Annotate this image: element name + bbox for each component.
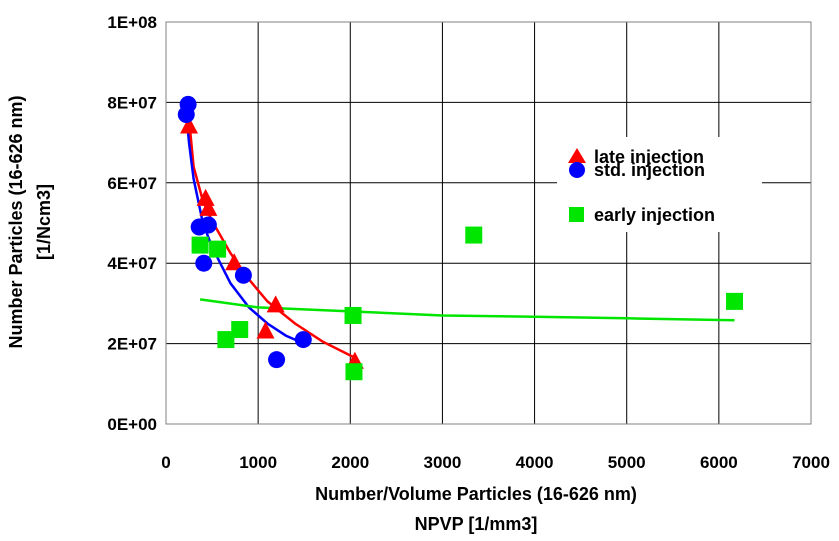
plot-area-frame bbox=[165, 21, 812, 425]
data-point-early-injection bbox=[217, 331, 235, 349]
x-tick-label: 2000 bbox=[331, 453, 369, 472]
x-axis-ticks: 0 1000 2000 3000 4000 5000 6000 7000 bbox=[161, 453, 830, 472]
data-point-early-injection bbox=[209, 240, 227, 258]
data-point-std-injection bbox=[195, 254, 213, 272]
y-tick-label: 0E+00 bbox=[107, 415, 157, 434]
legend-item-std-injection: std. injection bbox=[569, 160, 705, 180]
legend: late injection std. injection early inje… bbox=[557, 137, 762, 232]
data-point-late-injection bbox=[266, 295, 285, 313]
y-axis-subtitle: [1/Ncm3] bbox=[34, 184, 54, 260]
y-axis-title: Number Particles (16-626 nm) bbox=[6, 95, 26, 348]
data-point-late-injection bbox=[196, 188, 215, 206]
data-point-late-injection bbox=[180, 116, 199, 134]
data-point-early-injection bbox=[726, 292, 744, 310]
legend-label: std. injection bbox=[594, 160, 705, 180]
x-tick-label: 3000 bbox=[424, 453, 462, 472]
data-point-std-injection bbox=[268, 351, 286, 369]
data-point-early-injection bbox=[344, 306, 362, 324]
y-tick-label: 2E+07 bbox=[107, 335, 157, 354]
data-point-std-injection bbox=[199, 216, 217, 234]
legend-marker-triangle-icon bbox=[568, 148, 586, 163]
data-point-std-injection bbox=[234, 266, 252, 284]
data-point-std-injection bbox=[179, 95, 197, 113]
x-tick-label: 6000 bbox=[700, 453, 738, 472]
trend-line-early-injection bbox=[199, 298, 735, 322]
legend-label: early injection bbox=[594, 205, 715, 225]
x-axis-title: Number/Volume Particles (16-626 nm) bbox=[315, 484, 637, 504]
legend-marker-square-icon bbox=[569, 207, 584, 222]
data-point-early-injection bbox=[345, 363, 363, 381]
trend-line-late-injection bbox=[187, 118, 356, 359]
data-point-late-injection bbox=[225, 253, 244, 271]
y-tick-label: 1E+08 bbox=[107, 13, 157, 32]
data-point-early-injection bbox=[231, 321, 249, 339]
data-point-early-injection bbox=[465, 226, 483, 244]
legend-label: late injection bbox=[594, 147, 704, 167]
x-tick-label: 4000 bbox=[516, 453, 554, 472]
legend-item-early-injection: early injection bbox=[569, 205, 715, 225]
y-axis-ticks: 0E+00 2E+07 4E+07 6E+07 8E+07 1E+08 bbox=[107, 13, 157, 434]
y-tick-label: 4E+07 bbox=[107, 254, 157, 273]
data-point-early-injection bbox=[191, 236, 209, 254]
y-tick-label: 6E+07 bbox=[107, 174, 157, 193]
legend-marker-circle-icon bbox=[569, 162, 585, 178]
data-markers bbox=[177, 95, 744, 381]
data-point-late-injection bbox=[256, 321, 275, 339]
x-axis-subtitle: NPVP [1/mm3] bbox=[415, 514, 538, 534]
x-tick-label: 7000 bbox=[792, 453, 830, 472]
legend-item-late-injection: late injection bbox=[568, 147, 704, 167]
data-point-std-injection bbox=[294, 331, 312, 349]
trend-line-std-injection bbox=[184, 102, 305, 345]
x-tick-label: 1000 bbox=[239, 453, 277, 472]
y-tick-label: 8E+07 bbox=[107, 93, 157, 112]
legend-box bbox=[557, 137, 762, 232]
x-tick-label: 0 bbox=[161, 453, 170, 472]
data-point-late-injection bbox=[199, 198, 218, 216]
x-tick-label: 5000 bbox=[608, 453, 646, 472]
